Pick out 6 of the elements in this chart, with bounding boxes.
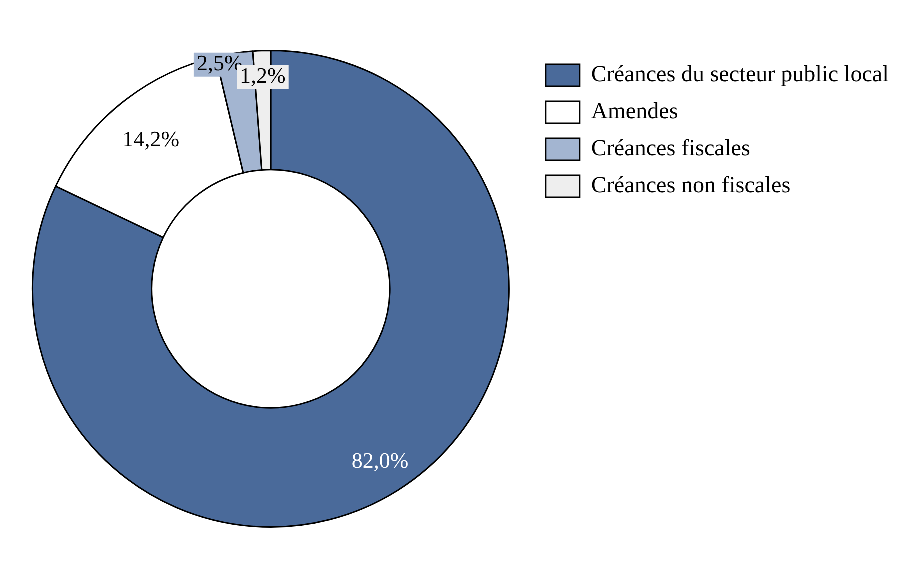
legend-label: Créances non fiscales [591,172,791,198]
legend-label: Créances fiscales [591,136,750,161]
data-label: 14,2% [122,126,180,152]
data-label: 82,0% [352,448,409,474]
legend-label: Créances du secteur public local [591,62,890,87]
legend-label: Amendes [591,98,678,124]
